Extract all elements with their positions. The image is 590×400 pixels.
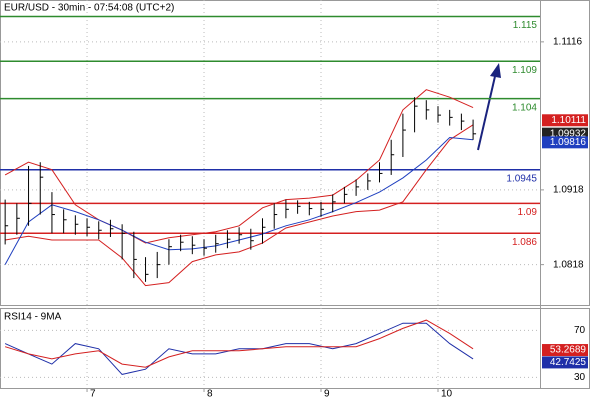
x-tick-label: 9 [324,389,330,400]
x-tick-label: 7 [90,389,96,400]
rsi-title: RSI14 - 9MA [4,312,62,323]
y-tick-label: 1.1116 [553,37,583,48]
level-label: 1.109 [512,65,537,76]
price-box [542,356,588,369]
price-label: 1.10111 [551,115,586,126]
y-tick-label: 30 [574,372,586,383]
main-panel [0,0,590,306]
level-label: 1.104 [512,102,537,113]
overlay-line [4,89,474,244]
rsi-panel [0,308,590,389]
forecast-arrow [477,71,497,151]
arrow-head [490,63,501,78]
level-label: 1.0945 [506,173,537,184]
level-label: 1.09 [518,207,538,218]
x-tick-label: 8 [207,389,213,400]
y-tick-label: 1.0818 [553,259,584,270]
price-box [542,344,588,357]
rsi-line [4,319,474,368]
x-tick-label: 10 [441,389,453,400]
y-tick-label: 70 [574,325,586,336]
price-box [542,136,588,149]
price-box [542,114,588,127]
chart-title: EUR/USD - 30min - 07:54:08 (UTC+2) [4,3,174,14]
level-label: 1.115 [513,20,538,31]
y-tick-label: 1.0918 [553,185,584,196]
price-label: 1.09816 [550,137,587,148]
price-label: 53.2689 [550,345,587,356]
rsi-line [4,322,474,375]
level-label: 1.086 [512,237,537,248]
overlay-line [5,124,474,287]
price-label: 1.09932 [550,128,587,139]
price-label: 42.7425 [550,357,587,368]
